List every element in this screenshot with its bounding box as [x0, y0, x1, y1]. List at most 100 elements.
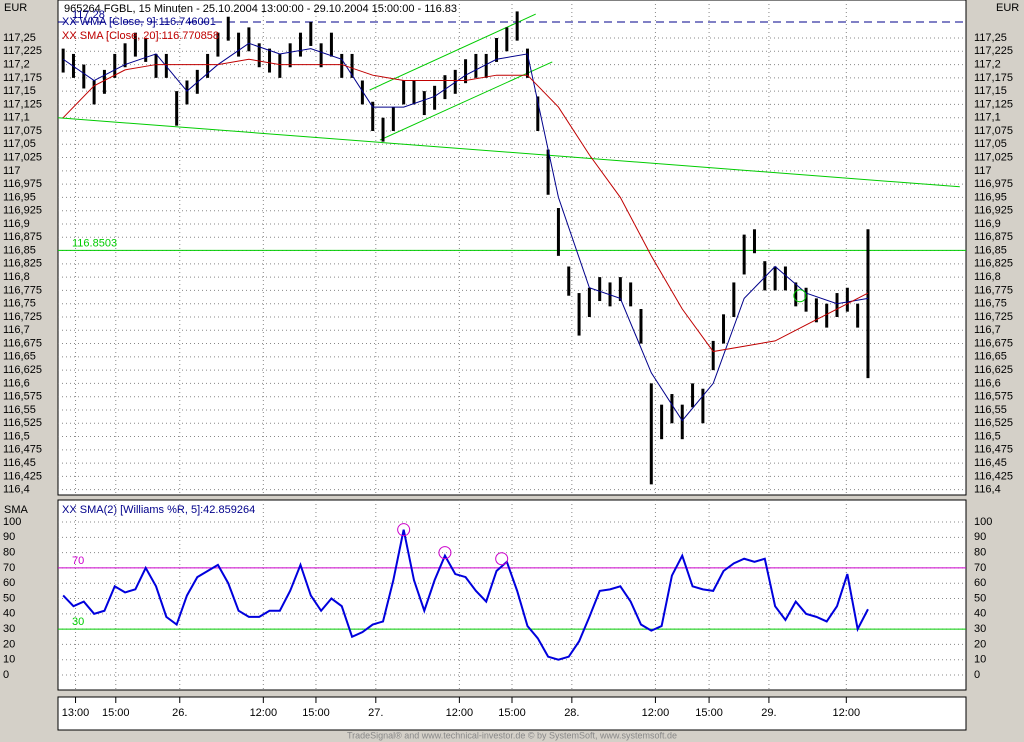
y-tick-label: 117,225: [3, 45, 42, 57]
y-tick-label: 116,875: [974, 231, 1013, 243]
x-tick-label: 15:00: [302, 707, 330, 719]
marker: [397, 523, 411, 537]
y-tick-label: 116,725: [974, 311, 1013, 323]
y-tick-label: 30: [974, 623, 986, 635]
y-tick-label: 116,55: [974, 404, 1007, 416]
y-tick-label: 116,675: [3, 337, 42, 349]
y-tick-label: 117,225: [974, 45, 1013, 57]
y-tick-label: 116,525: [3, 417, 42, 429]
y-tick-label: 116,55: [3, 404, 36, 416]
y-tick-label: 117,15: [974, 85, 1007, 97]
y-tick-label: 116,7: [3, 324, 30, 336]
y-tick-label: 70: [3, 562, 15, 574]
y-tick-label: 116,95: [3, 191, 36, 203]
x-tick-label: 12:00: [642, 707, 670, 719]
indicator-line: [62, 529, 869, 661]
y-tick-label: 116,95: [974, 191, 1007, 203]
y-tick-label: 116,45: [3, 457, 36, 469]
y-tick-label: 10: [3, 654, 15, 666]
y-tick-label: 116,5: [3, 430, 30, 442]
y-tick-label: 117,05: [3, 138, 36, 150]
x-tick-label: 12:00: [833, 707, 861, 719]
y-tick-label: 117,025: [3, 151, 42, 163]
y-tick-label: 20: [974, 638, 986, 650]
trend-line: [369, 13, 536, 91]
x-tick-label: 12:00: [250, 707, 278, 719]
y-tick-label: 116,65: [3, 351, 36, 363]
y-tick-label: 0: [3, 669, 9, 681]
level-label: 30: [72, 616, 84, 628]
x-tick-label: 29.: [761, 707, 776, 719]
y-tick-label: 60: [3, 577, 15, 589]
y-tick-label: 116,6: [974, 377, 1001, 389]
y-tick-label: 116,7: [974, 324, 1001, 336]
y-tick-label: 116,575: [3, 391, 42, 403]
y-tick-label: 80: [3, 547, 15, 559]
y-tick-label: 117,175: [3, 72, 42, 84]
level-label: 117.28: [72, 9, 105, 21]
y-tick-label: 116,875: [3, 231, 42, 243]
y-tick-label: 100: [3, 516, 21, 528]
axis-label: EUR: [996, 2, 1019, 14]
y-tick-label: 116,575: [974, 391, 1013, 403]
y-tick-label: 116,625: [974, 364, 1013, 376]
level-label: 70: [72, 555, 84, 567]
y-tick-label: 116,975: [3, 178, 42, 190]
y-tick-label: 116,85: [3, 244, 36, 256]
marker: [793, 289, 807, 303]
y-tick-label: 117,175: [974, 72, 1013, 84]
y-tick-label: 116,9: [3, 218, 30, 230]
y-tick-label: 116,425: [3, 470, 42, 482]
y-tick-label: 117: [974, 165, 992, 177]
y-tick-label: 116,5: [974, 430, 1001, 442]
y-tick-label: 116,825: [3, 258, 42, 270]
y-tick-label: 90: [3, 531, 15, 543]
y-tick-label: 50: [974, 592, 986, 604]
y-tick-label: 117,1: [3, 112, 30, 124]
y-tick-label: 116,425: [974, 470, 1013, 482]
y-tick-label: 116,525: [974, 417, 1013, 429]
y-tick-label: 116,85: [974, 244, 1007, 256]
y-tick-label: 116,475: [3, 444, 42, 456]
x-tick-label: 12:00: [446, 707, 474, 719]
y-tick-label: 80: [974, 547, 986, 559]
y-tick-label: 117,2: [3, 58, 30, 70]
level-label: 116.8503: [72, 237, 117, 249]
y-tick-label: 117,1: [974, 112, 1001, 124]
y-tick-label: 116,9: [974, 218, 1001, 230]
x-tick-label: 27.: [368, 707, 383, 719]
footer: TradeSignal® and www.technical-investor.…: [347, 730, 677, 740]
y-tick-label: 116,8: [974, 271, 1001, 283]
y-tick-label: 116,675: [974, 337, 1013, 349]
y-tick-label: 116,625: [3, 364, 42, 376]
y-tick-label: 117,25: [974, 32, 1007, 44]
marker: [438, 546, 452, 560]
y-tick-label: 116,65: [974, 351, 1007, 363]
axis-label: EUR: [4, 2, 27, 14]
y-tick-label: 116,925: [3, 205, 42, 217]
y-tick-label: 116,725: [3, 311, 42, 323]
y-tick-label: 117,25: [3, 32, 36, 44]
y-tick-label: 30: [3, 623, 15, 635]
y-tick-label: 60: [974, 577, 986, 589]
x-tick-label: 26.: [172, 707, 187, 719]
x-tick-label: 28.: [564, 707, 579, 719]
trend-line: [57, 117, 960, 188]
marker: [495, 552, 509, 566]
y-tick-label: 117,15: [3, 85, 36, 97]
y-tick-label: 116,975: [974, 178, 1013, 190]
y-tick-label: 117,075: [974, 125, 1013, 137]
y-tick-label: 116,8: [3, 271, 30, 283]
y-tick-label: 116,6: [3, 377, 30, 389]
legend: XX SMA(2) [Williams %R, 5]:42.859264: [62, 504, 255, 516]
y-tick-label: 0: [974, 669, 980, 681]
y-tick-label: 117,2: [974, 58, 1001, 70]
y-tick-label: 50: [3, 592, 15, 604]
indicator-panel: [57, 499, 967, 691]
y-tick-label: 90: [974, 531, 986, 543]
y-tick-label: 100: [974, 516, 992, 528]
x-tick-label: 13:00: [62, 707, 90, 719]
header: 965264 FGBL, 15 Minuten - 25.10.2004 13:…: [64, 3, 457, 15]
